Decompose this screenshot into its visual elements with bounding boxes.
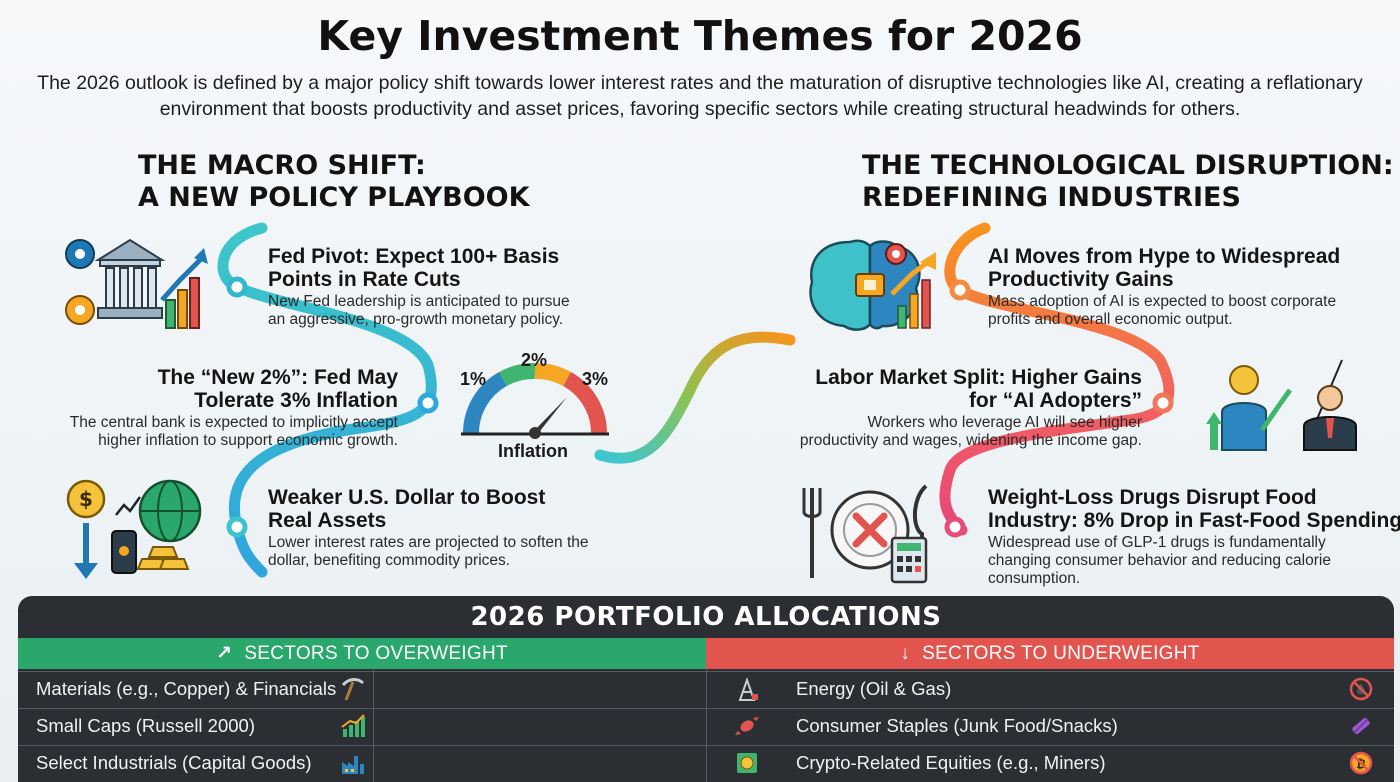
- item-desc-line1: Widespread use of GLP-1 drugs is fundame…: [988, 534, 1326, 551]
- item-desc-line3: consumption.: [988, 570, 1081, 587]
- item-title-line1: The “New 2%”: Fed May: [157, 366, 398, 389]
- node-dot: [1152, 392, 1174, 414]
- factory-icon: [342, 756, 364, 774]
- middle-curve: [594, 331, 796, 464]
- tech-item-ai-productivity: AI Moves from Hype to Widespread Product…: [988, 245, 1340, 329]
- candy-bar-icon: [1352, 717, 1370, 735]
- empty-plate-icon: [802, 484, 928, 584]
- underweight-sector: Crypto-Related Equities (e.g., Miners): [796, 752, 1106, 773]
- macro-heading-line1: THE MACRO SHIFT:: [138, 150, 426, 181]
- overweight-header: ↗ SECTORS TO OVERWEIGHT: [18, 638, 706, 669]
- page-subtitle: The 2026 outlook is defined by a major p…: [37, 72, 1363, 120]
- underweight-header: ↓ SECTORS TO UNDERWEIGHT: [706, 638, 1394, 669]
- chip-coin-icon: [737, 753, 757, 773]
- item-desc-line2: productivity and wages, widening the inc…: [799, 432, 1142, 449]
- tech-heading-line1: THE TECHNOLOGICAL DISRUPTION:: [862, 150, 1394, 181]
- item-desc-line2: an aggressive, pro-growth monetary polic…: [268, 311, 564, 328]
- item-desc-line2: higher inflation to support economic gro…: [98, 432, 398, 449]
- page-title: Key Investment Themes for 2026: [317, 12, 1083, 60]
- macro-item-new-2pct: The “New 2%”: Fed May Tolerate 3% Inflat…: [20, 366, 398, 450]
- underweight-sector: Energy (Oil & Gas): [796, 678, 952, 699]
- item-desc-line1: Lower interest rates are projected to so…: [268, 534, 589, 551]
- gauge-label-2: 2%: [521, 350, 548, 370]
- overweight-sector: Select Industrials (Capital Goods): [36, 752, 312, 773]
- tech-item-weight-loss: Weight-Loss Drugs Disrupt Food Industry:…: [988, 486, 1400, 588]
- item-title-line2: for “AI Adopters”: [968, 389, 1142, 412]
- item-title-line2: Points in Rate Cuts: [268, 268, 461, 291]
- tech-item-labor-split: Labor Market Split: Higher Gains for “AI…: [760, 366, 1142, 450]
- item-desc-line1: Workers who leverage AI will see higher: [867, 414, 1142, 431]
- table-row: Small Caps (Russell 2000) Consumer Stapl…: [18, 708, 1394, 742]
- macro-item-weaker-dollar: Weaker U.S. Dollar to Boost Real Assets …: [268, 486, 589, 570]
- no-oil-icon: [1349, 677, 1373, 701]
- portfolio-title: 2026 PORTFOLIO ALLOCATIONS: [470, 602, 942, 632]
- no-bitcoin-icon: ₿: [1349, 751, 1373, 775]
- overweight-sector: Small Caps (Russell 2000): [36, 715, 256, 736]
- arrow-up-right-icon: ↗: [216, 643, 233, 664]
- item-desc-line2: profits and overall economic output.: [988, 311, 1233, 328]
- item-title-line1: Labor Market Split: Higher Gains: [815, 366, 1142, 389]
- column-divider: [706, 669, 707, 782]
- item-desc-line1: New Fed leadership is anticipated to pur…: [268, 293, 570, 310]
- bar-chart-up-icon: [341, 714, 365, 737]
- ai-brain-chart-icon: [809, 239, 936, 331]
- node-dot: [944, 516, 966, 538]
- tech-heading-line2: REDEFINING INDUSTRIES: [862, 182, 1241, 213]
- oil-rig-icon: [738, 676, 758, 701]
- item-title-line2: Real Assets: [268, 509, 387, 532]
- macro-heading-line2: A NEW POLICY PLAYBOOK: [138, 182, 530, 213]
- item-desc-line1: Mass adoption of AI is expected to boost…: [988, 293, 1337, 310]
- gauge-label-3: 3%: [582, 369, 609, 389]
- node-dot: [949, 279, 971, 301]
- item-title-line2: Productivity Gains: [988, 268, 1174, 291]
- item-title-line1: Weaker U.S. Dollar to Boost: [268, 486, 546, 509]
- column-divider: [373, 669, 374, 782]
- macro-item-fed-pivot: Fed Pivot: Expect 100+ Basis Points in R…: [268, 245, 570, 329]
- item-title-line1: Weight-Loss Drugs Disrupt Food: [988, 486, 1317, 509]
- tech-heading: THE TECHNOLOGICAL DISRUPTION: REDEFINING…: [862, 150, 1394, 214]
- item-desc-line1: The central bank is expected to implicit…: [69, 414, 398, 431]
- item-desc-line2: dollar, benefiting commodity prices.: [268, 552, 511, 569]
- dollar-globe-gold-icon: $: [66, 479, 202, 579]
- item-title-line1: Fed Pivot: Expect 100+ Basis: [268, 245, 560, 268]
- overweight-sector: Materials (e.g., Copper) & Financials: [36, 678, 337, 699]
- table-row: Select Industrials (Capital Goods) Crypt…: [18, 745, 1394, 779]
- svg-text:$: $: [79, 487, 93, 511]
- item-title-line2: Industry: 8% Drop in Fast-Food Spending: [988, 509, 1400, 532]
- bank-gears-growth-icon: [65, 238, 208, 329]
- item-desc-line2: changing consumer behavior and reducing …: [988, 552, 1331, 569]
- node-dot: [417, 392, 439, 414]
- candy-icon: [735, 717, 759, 735]
- overweight-label: SECTORS TO OVERWEIGHT: [244, 643, 508, 664]
- node-dot: [226, 516, 248, 538]
- node-dot: [226, 276, 248, 298]
- connector-curves: [217, 222, 1175, 578]
- table-row: Materials (e.g., Copper) & Financials En…: [18, 671, 1394, 705]
- gauge-caption: Inflation: [498, 441, 568, 461]
- item-title-line2: Tolerate 3% Inflation: [194, 389, 398, 412]
- macro-heading: THE MACRO SHIFT: A NEW POLICY PLAYBOOK: [138, 150, 530, 214]
- workers-split-icon: [1206, 359, 1357, 451]
- underweight-sector: Consumer Staples (Junk Food/Snacks): [796, 715, 1118, 736]
- pickaxe-icon: [341, 678, 365, 701]
- portfolio-panel: 2026 PORTFOLIO ALLOCATIONS ↗ SECTORS TO O…: [18, 596, 1394, 782]
- item-title-line1: AI Moves from Hype to Widespread: [988, 245, 1341, 268]
- underweight-label: SECTORS TO UNDERWEIGHT: [922, 643, 1200, 664]
- gauge-label-1: 1%: [460, 369, 487, 389]
- inflation-gauge-icon: [461, 363, 609, 439]
- arrow-down-icon: ↓: [900, 643, 911, 664]
